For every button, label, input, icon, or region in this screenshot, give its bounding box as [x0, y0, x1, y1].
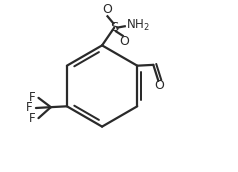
Text: O: O — [102, 3, 112, 16]
Text: NH$_2$: NH$_2$ — [126, 18, 149, 33]
Text: F: F — [29, 91, 35, 104]
Text: F: F — [29, 112, 35, 125]
Text: S: S — [110, 21, 119, 34]
Text: F: F — [26, 101, 33, 115]
Text: O: O — [154, 79, 164, 92]
Text: O: O — [119, 35, 129, 48]
